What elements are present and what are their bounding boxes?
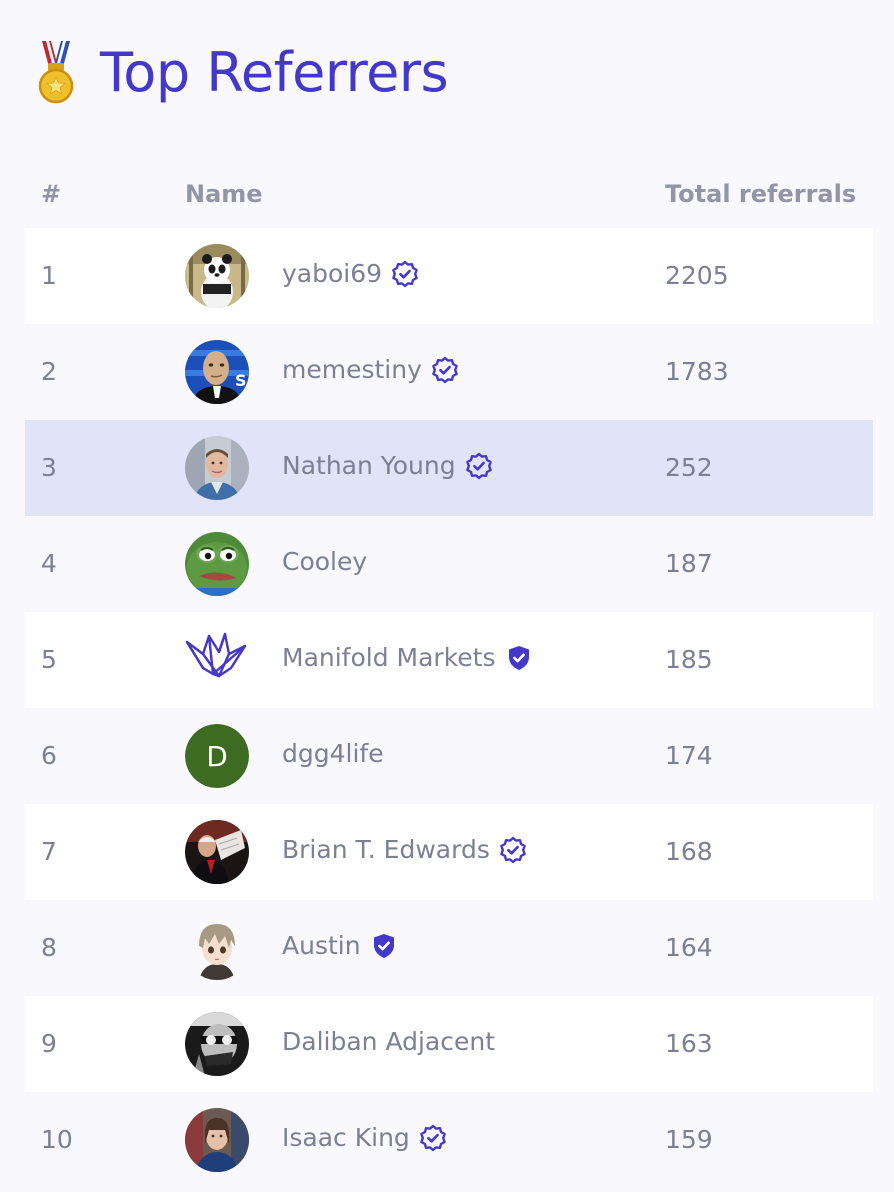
- user-avatar[interactable]: S: [185, 340, 249, 404]
- user-avatar[interactable]: [185, 916, 249, 980]
- user-name-cell[interactable]: Daliban Adjacent: [282, 1027, 495, 1056]
- user-name-cell[interactable]: Austin: [282, 931, 398, 960]
- svg-text:S: S: [235, 371, 247, 390]
- user-name-cell[interactable]: Cooley: [282, 547, 367, 576]
- user-name[interactable]: Austin: [282, 931, 361, 960]
- user-name-cell[interactable]: Isaac King: [282, 1123, 447, 1152]
- table-row-highlighted[interactable]: 3 Nathan Young 252: [25, 420, 873, 516]
- user-avatar[interactable]: [185, 244, 249, 308]
- rank-cell: 1: [41, 261, 57, 290]
- column-header-name: Name: [185, 180, 263, 208]
- table-row[interactable]: 5 Manifold Markets 185: [25, 612, 873, 708]
- rank-cell: 4: [41, 549, 57, 578]
- total-referrals-cell: 159: [665, 1125, 713, 1154]
- total-referrals-cell: 174: [665, 741, 713, 770]
- verified-check-icon: [391, 260, 419, 288]
- user-name-cell[interactable]: yaboi69: [282, 259, 419, 288]
- user-name[interactable]: dgg4life: [282, 739, 384, 768]
- rank-cell: 5: [41, 645, 57, 674]
- total-referrals-cell: 187: [665, 549, 713, 578]
- user-name[interactable]: Nathan Young: [282, 451, 456, 480]
- user-avatar[interactable]: [185, 1012, 249, 1076]
- table-row[interactable]: 1 yaboi69 2205: [25, 228, 873, 324]
- user-name-cell[interactable]: Nathan Young: [282, 451, 493, 480]
- user-name-cell[interactable]: memestiny: [282, 355, 459, 384]
- manifold-crane-logo[interactable]: [185, 628, 249, 692]
- table-row[interactable]: 2 S memestiny 1783: [25, 324, 873, 420]
- page-title: Top Referrers: [100, 41, 449, 104]
- table-row[interactable]: 10 Isaac King 159: [25, 1092, 873, 1188]
- user-avatar[interactable]: [185, 436, 249, 500]
- total-referrals-cell: 168: [665, 837, 713, 866]
- total-referrals-cell: 164: [665, 933, 713, 962]
- verified-check-icon: [465, 452, 493, 480]
- user-avatar[interactable]: [185, 532, 249, 596]
- user-name-cell[interactable]: Brian T. Edwards: [282, 835, 527, 864]
- user-name-cell[interactable]: Manifold Markets: [282, 643, 533, 672]
- total-referrals-cell: 185: [665, 645, 713, 674]
- verified-check-icon: [419, 1124, 447, 1152]
- table-row[interactable]: 8 Austin 164: [25, 900, 873, 996]
- table-header: # Name Total referrals: [25, 160, 873, 228]
- mod-shield-icon: [505, 644, 533, 672]
- total-referrals-cell: 252: [665, 453, 713, 482]
- total-referrals-cell: 2205: [665, 261, 729, 290]
- total-referrals-cell: 1783: [665, 357, 729, 386]
- user-avatar[interactable]: [185, 1108, 249, 1172]
- verified-check-icon: [431, 356, 459, 384]
- rank-cell: 8: [41, 933, 57, 962]
- column-header-total-referrals: Total referrals: [665, 180, 857, 208]
- rank-cell: 6: [41, 741, 57, 770]
- user-name[interactable]: yaboi69: [282, 259, 383, 288]
- table-row[interactable]: 7 Brian T. Edwards 168: [25, 804, 873, 900]
- user-name[interactable]: memestiny: [282, 355, 422, 384]
- rank-cell: 10: [41, 1125, 73, 1154]
- user-name-cell[interactable]: dgg4life: [282, 739, 384, 768]
- table-row[interactable]: 9 Daliban Adjacent 163: [25, 996, 873, 1092]
- user-name[interactable]: Daliban Adjacent: [282, 1027, 496, 1056]
- avatar-letter: D: [206, 740, 228, 773]
- user-name[interactable]: Manifold Markets: [282, 643, 496, 672]
- page-header: Top Referrers: [36, 38, 449, 108]
- rank-cell: 2: [41, 357, 57, 386]
- user-name[interactable]: Brian T. Edwards: [282, 835, 490, 864]
- user-name[interactable]: Cooley: [282, 547, 368, 576]
- medal-icon: [36, 41, 76, 105]
- table-row[interactable]: 6 D dgg4life 174: [25, 708, 873, 804]
- column-header-rank: #: [41, 180, 62, 208]
- verified-check-icon: [499, 836, 527, 864]
- rank-cell: 9: [41, 1029, 57, 1058]
- user-name[interactable]: Isaac King: [282, 1123, 410, 1152]
- rank-cell: 7: [41, 837, 57, 866]
- total-referrals-cell: 163: [665, 1029, 713, 1058]
- table-row[interactable]: 4 Cooley 187: [25, 516, 873, 612]
- referrers-table: # Name Total referrals 1 yaboi69: [25, 160, 873, 1188]
- user-avatar[interactable]: D: [185, 724, 249, 788]
- rank-cell: 3: [41, 453, 57, 482]
- user-avatar[interactable]: [185, 820, 249, 884]
- mod-shield-icon: [370, 932, 398, 960]
